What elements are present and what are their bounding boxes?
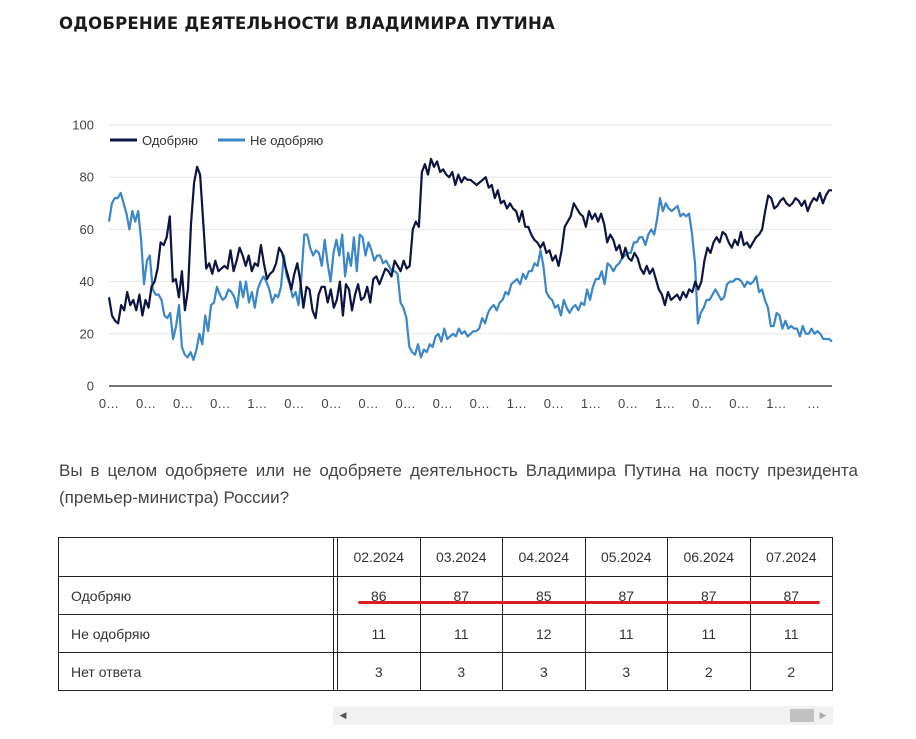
x-tick-label: 0… bbox=[358, 396, 378, 411]
column-header: 04.2024 bbox=[502, 537, 586, 577]
table-cell: 11 bbox=[749, 614, 833, 653]
table-cell: 2 bbox=[667, 652, 751, 691]
y-tick-label: 80 bbox=[80, 170, 94, 185]
table-cell: 85 bbox=[502, 576, 586, 615]
x-tick-label: 0… bbox=[433, 396, 453, 411]
x-tick-label: 0… bbox=[692, 396, 712, 411]
row-label: Одобряю bbox=[58, 576, 334, 615]
scroll-right-arrow-icon[interactable]: ▶ bbox=[819, 710, 827, 720]
legend-label: Не одобряю bbox=[250, 133, 324, 148]
x-tick-label: 1… bbox=[581, 396, 601, 411]
x-tick-label: 0… bbox=[173, 396, 193, 411]
legend-label: Одобряю bbox=[142, 133, 198, 148]
scrollbar-thumb[interactable] bbox=[790, 709, 814, 722]
x-tick-label: 0… bbox=[321, 396, 341, 411]
y-tick-label: 40 bbox=[80, 274, 94, 289]
chart-legend: Одобряю Не одобряю bbox=[110, 133, 324, 148]
row-label: Не одобряю bbox=[58, 614, 334, 653]
column-header: 03.2024 bbox=[419, 537, 503, 577]
table-cell: 87 bbox=[419, 576, 503, 615]
x-tick-label: 1… bbox=[507, 396, 527, 411]
table-cell: 87 bbox=[667, 576, 751, 615]
series-line bbox=[107, 157, 832, 325]
y-tick-label: 0 bbox=[87, 379, 94, 394]
y-tick-label: 60 bbox=[80, 222, 94, 237]
column-header: 06.2024 bbox=[667, 537, 751, 577]
x-tick-label: 1… bbox=[655, 396, 675, 411]
table-cell: 11 bbox=[419, 614, 503, 653]
y-tick-label: 20 bbox=[80, 326, 94, 341]
table-cell: 3 bbox=[419, 652, 503, 691]
x-tick-label: 0… bbox=[470, 396, 490, 411]
series-line bbox=[107, 191, 833, 361]
table-header-row: 02.2024 03.2024 04.2024 05.2024 06.2024 … bbox=[58, 537, 833, 577]
row-label: Нет ответа bbox=[58, 652, 334, 691]
x-tick-label: 1… bbox=[247, 396, 267, 411]
column-header: 05.2024 bbox=[584, 537, 668, 577]
x-tick-label: 0… bbox=[395, 396, 415, 411]
x-tick-label: 0… bbox=[136, 396, 156, 411]
line-chart: 0 20 40 60 80 100 0… 0… 0… 0… 1… 0… 0… 0… 0… 0… 0… 1… 0… 1…… bbox=[72, 118, 833, 411]
table-row: Нет ответа 3 3 3 3 2 2 bbox=[58, 652, 833, 691]
table-cell: 12 bbox=[502, 614, 586, 653]
table-cell: 87 bbox=[749, 576, 833, 615]
scroll-left-arrow-icon[interactable]: ◀ bbox=[339, 710, 347, 720]
table-cell: 11 bbox=[584, 614, 668, 653]
table-cell: 11 bbox=[337, 614, 421, 653]
table-cell: 3 bbox=[337, 652, 421, 691]
survey-question: Вы в целом одобряете или не одобряете де… bbox=[59, 461, 858, 507]
results-table: 02.2024 03.2024 04.2024 05.2024 06.2024 … bbox=[58, 537, 833, 691]
table-cell: 86 bbox=[337, 576, 421, 615]
x-tick-label: 0… bbox=[284, 396, 304, 411]
column-header: 07.2024 bbox=[749, 537, 833, 577]
table-cell: 3 bbox=[584, 652, 668, 691]
chart-grid bbox=[109, 124, 832, 335]
page-title: ОДОБРЕНИЕ ДЕЯТЕЛЬНОСТИ ВЛАДИМИРА ПУТИНА bbox=[59, 14, 555, 33]
chart-axis: 0 20 40 60 80 100 0… 0… 0… 0… 1… 0… 0… 0… 0… 0… 0… 1… 0… 1…… bbox=[72, 118, 832, 411]
table-cell: 2 bbox=[749, 652, 833, 691]
x-tick-label: 0… bbox=[618, 396, 638, 411]
table-cell: 11 bbox=[667, 614, 751, 653]
table-cell: 87 bbox=[584, 576, 668, 615]
column-header: 02.2024 bbox=[337, 537, 421, 577]
x-tick-label: 0… bbox=[729, 396, 749, 411]
chart-series bbox=[107, 157, 833, 361]
x-tick-label: 1… bbox=[766, 396, 786, 411]
table-row: Одобряю 86 87 85 87 87 87 bbox=[58, 576, 833, 615]
x-tick-label: 0… bbox=[544, 396, 564, 411]
y-tick-label: 100 bbox=[72, 118, 94, 133]
x-tick-label: … bbox=[807, 396, 820, 411]
table-spacer-cell bbox=[333, 652, 338, 691]
x-tick-label: 0… bbox=[99, 396, 119, 411]
table-cell: 3 bbox=[502, 652, 586, 691]
table-row: Не одобряю 11 11 12 11 11 11 bbox=[58, 614, 833, 653]
x-tick-label: 0… bbox=[210, 396, 230, 411]
horizontal-scrollbar[interactable]: ◀ ▶ bbox=[333, 706, 833, 725]
highlight-underline bbox=[358, 601, 820, 604]
table-corner-cell bbox=[58, 537, 334, 577]
